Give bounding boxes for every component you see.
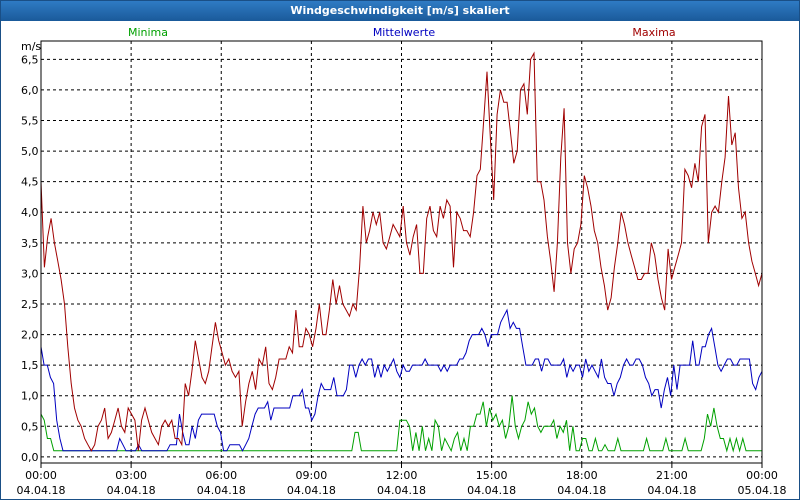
x-tick-time: 03:00 <box>115 469 147 482</box>
x-tick-time: 12:00 <box>386 469 418 482</box>
legend-mittelwerte: Mittelwerte <box>373 26 436 39</box>
y-tick-label: 4,0 <box>21 206 39 219</box>
x-tick-date: 04.04.18 <box>107 484 156 497</box>
plot-border <box>40 40 763 464</box>
legend-maxima: Maxima <box>632 26 675 39</box>
x-tick-time: 00:00 <box>25 469 57 482</box>
x-tick-date: 04.04.18 <box>557 484 606 497</box>
x-tick-date: 04.04.18 <box>17 484 66 497</box>
y-tick-label: 5,5 <box>21 115 39 128</box>
wind-speed-chart: Minima Mittelwerte Maxima m/s 0,0 0,5 1,0 1… <box>17 26 787 497</box>
x-tick-time: 00:00 <box>746 469 778 482</box>
x-axis-ticks: 00:00 04.04.18 03:00 04.04.18 06:00 04.04.18 0… <box>17 463 787 497</box>
y-tick-label: 6,0 <box>21 84 39 97</box>
window-title: Windgeschwindigkeit [m/s] skaliert <box>1 1 799 21</box>
x-tick-time: 21:00 <box>656 469 688 482</box>
y-tick-label: 3,5 <box>21 237 39 250</box>
grid <box>41 41 762 463</box>
x-tick-date: 04.04.18 <box>287 484 336 497</box>
x-tick-date: 04.04.18 <box>377 484 426 497</box>
y-tick-label: 4,5 <box>21 176 39 189</box>
y-tick-label: 5,0 <box>21 145 39 158</box>
x-tick-time: 09:00 <box>296 469 328 482</box>
series-line-mittelwerte <box>40 308 763 452</box>
y-tick-label: 6,5 <box>21 53 39 66</box>
x-tick-date: 05.04.18 <box>738 484 787 497</box>
y-tick-label: 2,5 <box>21 298 39 311</box>
series-line-maxima <box>40 51 763 452</box>
x-tick-time: 18:00 <box>566 469 598 482</box>
x-tick-time: 06:00 <box>205 469 237 482</box>
x-tick-time: 15:00 <box>476 469 508 482</box>
x-tick-date: 04.04.18 <box>197 484 246 497</box>
y-tick-label: 2,0 <box>21 329 39 342</box>
x-tick-date: 04.04.18 <box>647 484 696 497</box>
x-tick-date: 04.04.18 <box>467 484 516 497</box>
y-tick-label: 0,5 <box>21 420 39 433</box>
y-tick-label: 0,0 <box>21 451 39 464</box>
y-axis-unit: m/s <box>21 40 41 53</box>
y-tick-label: 3,0 <box>21 267 39 280</box>
series-lines <box>40 51 763 453</box>
legend-minima: Minima <box>128 26 168 39</box>
y-tick-label: 1,0 <box>21 390 39 403</box>
y-tick-label: 1,5 <box>21 359 39 372</box>
y-axis-ticks: 0,0 0,5 1,0 1,5 2,0 2,5 3,0 3,5 4,0 4,5 5,0 5,5 6,0 6… <box>21 53 39 464</box>
